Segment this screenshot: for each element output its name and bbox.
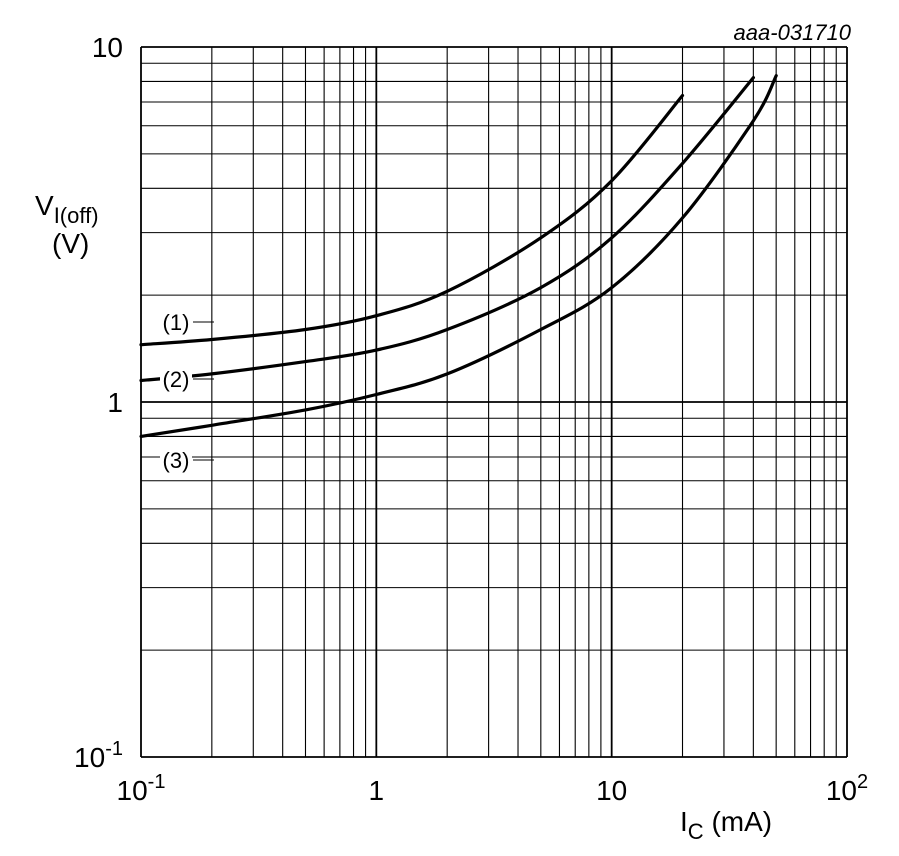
x-axis-label-main: I: [680, 806, 688, 837]
y-tick-label: 10-1: [74, 738, 123, 773]
series-label-2: (2): [163, 367, 190, 392]
series-label-background: [160, 310, 192, 336]
y-tick-label: 1: [107, 387, 123, 418]
series-line-2: [139, 76, 755, 383]
y-axis-label: VI(off): [35, 190, 99, 228]
x-tick-label: 1: [369, 775, 385, 806]
series-label-3: (3): [163, 448, 190, 473]
series-line-3: [139, 74, 778, 438]
series-line-1: [139, 93, 685, 347]
grid: [140, 46, 848, 758]
figure-id: aaa-031710: [734, 20, 852, 45]
series-label-background: [160, 448, 192, 474]
x-tick-label: 102: [826, 771, 868, 806]
y-axis-unit: (V): [52, 228, 89, 259]
x-tick-label: 10: [596, 775, 627, 806]
x-axis-label: IC (mA): [680, 806, 772, 844]
series-label-1: (1): [163, 310, 190, 335]
x-axis-label-unit: (mA): [704, 806, 772, 837]
curves: (1) (2) (3): [139, 74, 778, 474]
y-axis-label-main: V: [35, 190, 54, 221]
x-axis-label-sub: C: [688, 819, 704, 844]
y-tick-label: 10: [92, 32, 123, 63]
tick-labels: 10-1 1 10 102 10 1 10-1: [74, 32, 868, 806]
series-label-background: [160, 367, 192, 393]
y-axis-label-sub: I(off): [54, 203, 99, 228]
x-tick-label: 10-1: [117, 771, 166, 806]
